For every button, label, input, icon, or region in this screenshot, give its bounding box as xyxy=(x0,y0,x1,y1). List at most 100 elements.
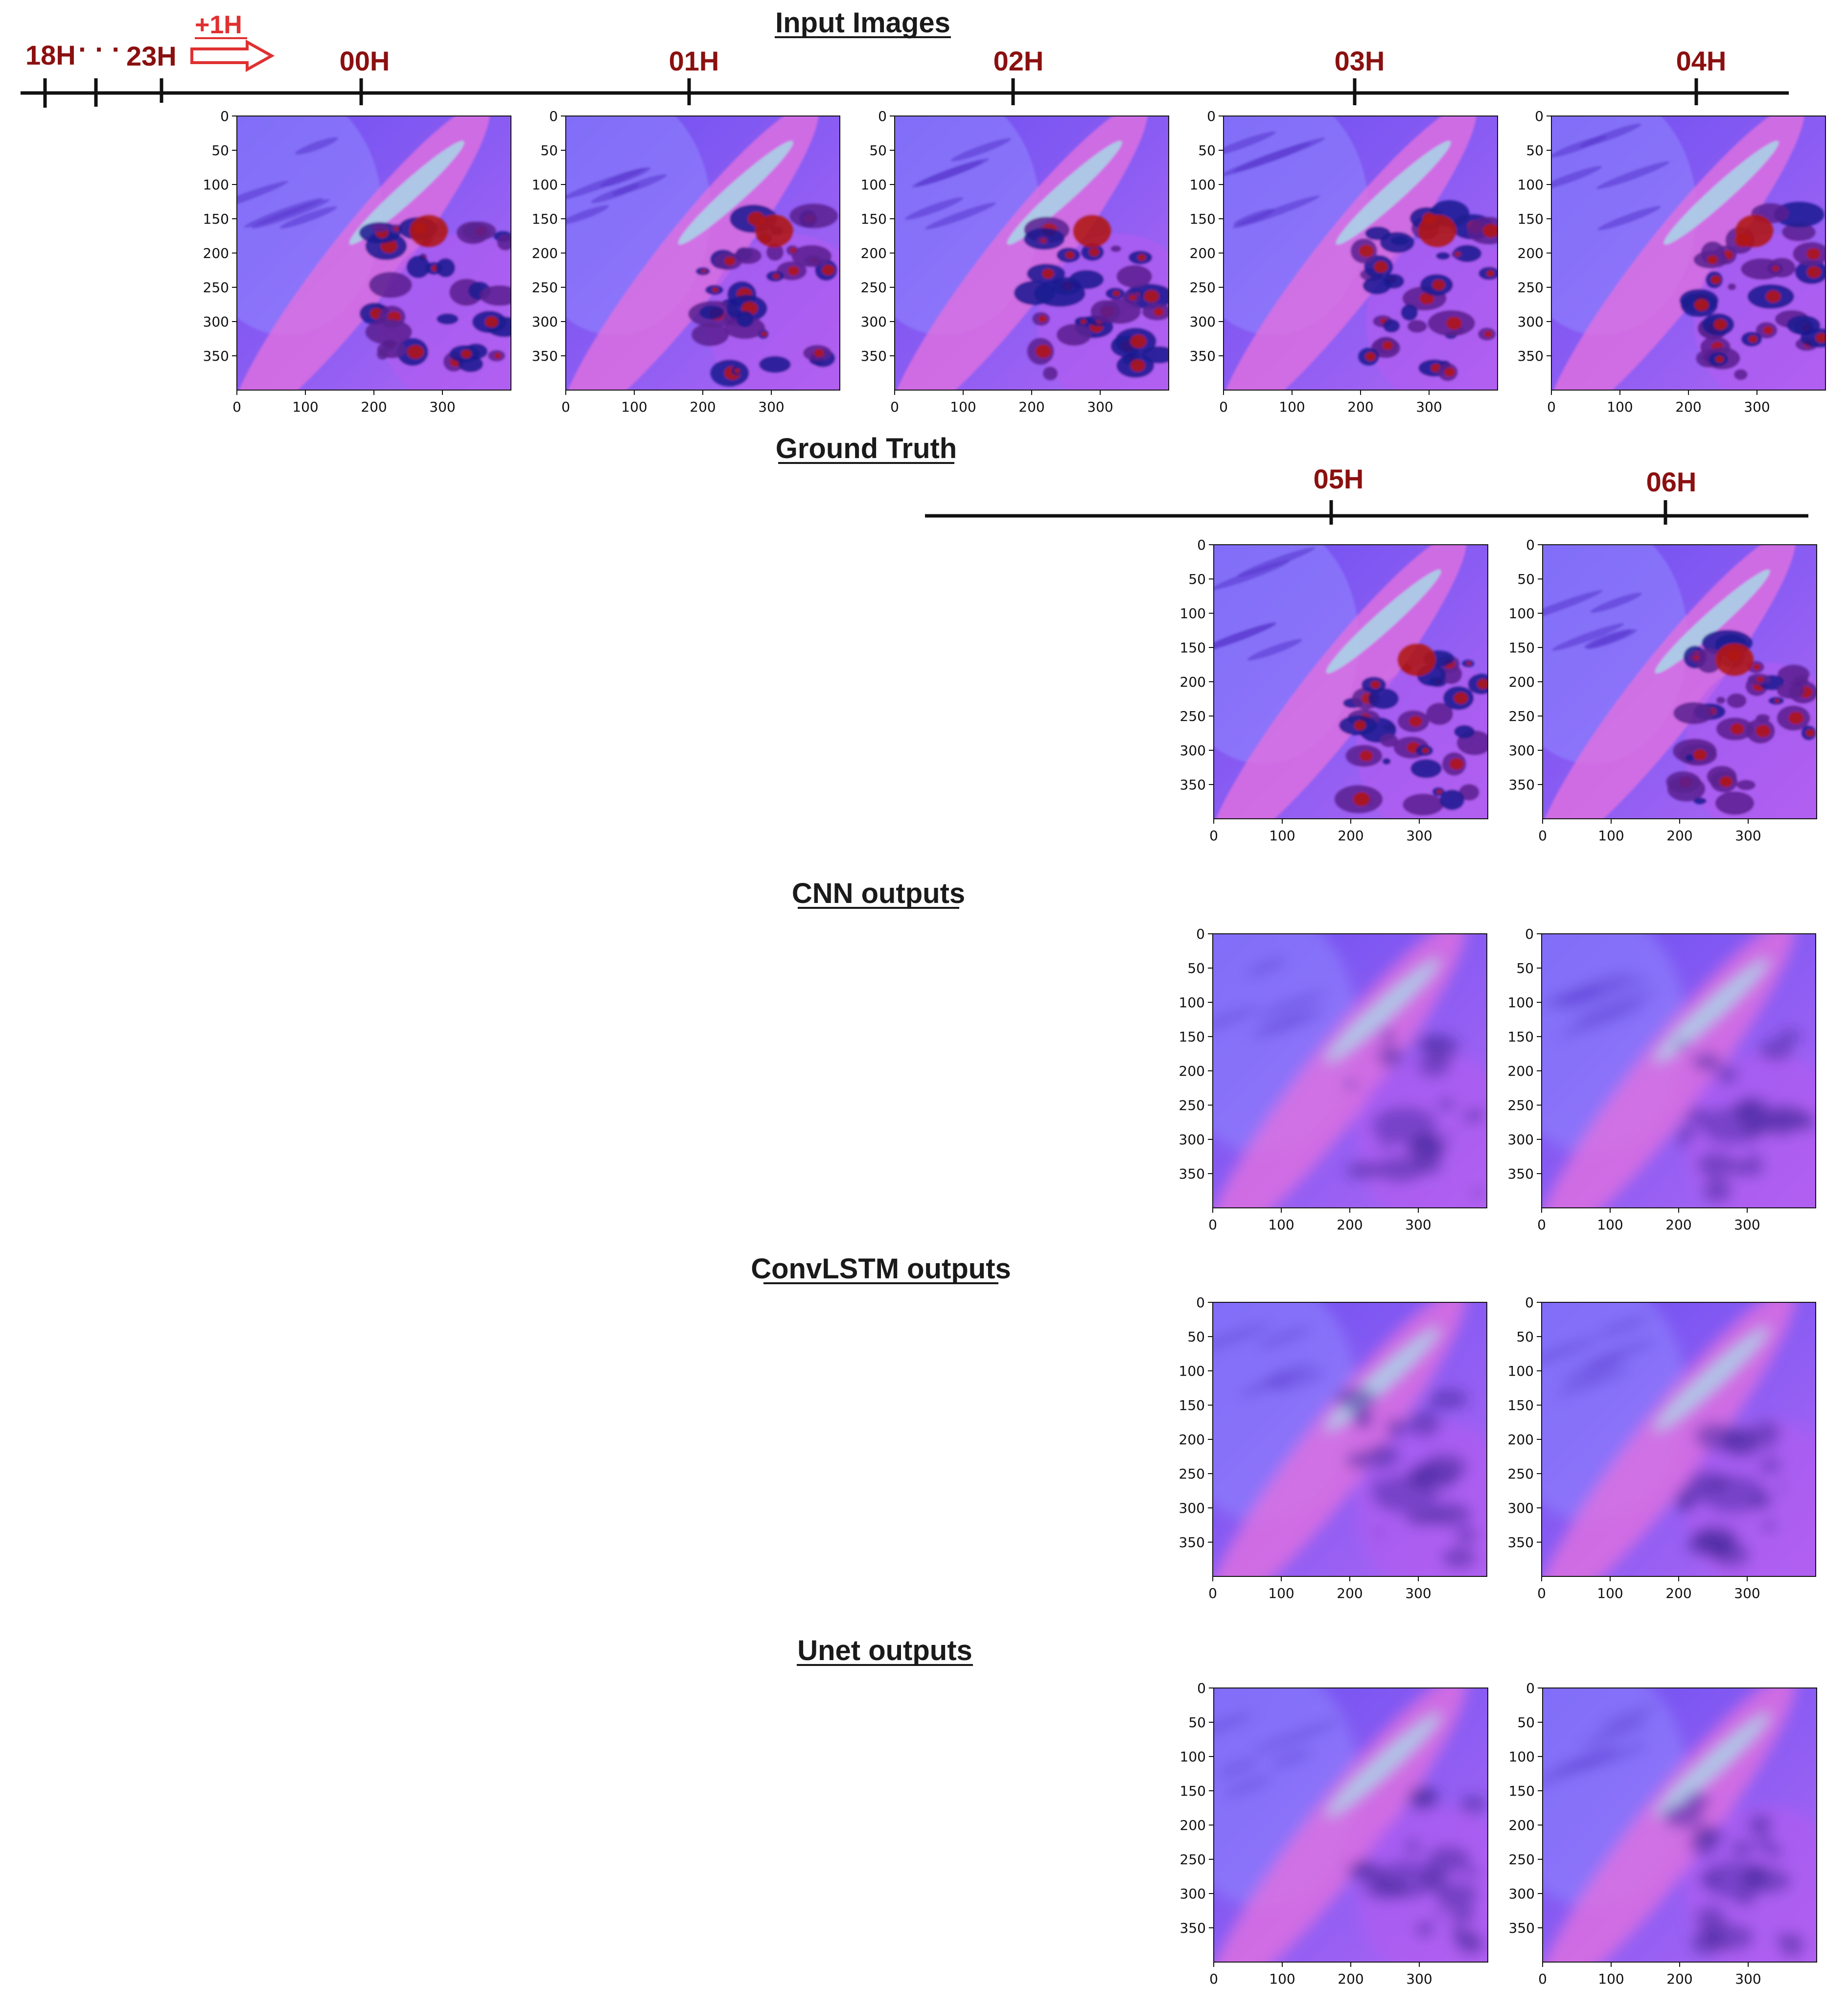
unet-outputs-panel-1-xtick-label: 100 xyxy=(1269,1971,1295,1987)
timeline-label-23h: 23H xyxy=(126,41,177,71)
timeline-dots: · · · xyxy=(78,34,121,65)
cnn-outputs-panel-1-ytick-label: 250 xyxy=(1179,1097,1205,1113)
step-arrow-icon xyxy=(190,39,275,72)
unet-outputs-panel-1-ytick-label: 50 xyxy=(1188,1714,1206,1731)
input-images-time-label-02h: 02H xyxy=(993,46,1044,76)
input-images-panel-5-ytick-label: 150 xyxy=(1518,211,1544,227)
input-images-panel-5-xtick-label: 100 xyxy=(1607,399,1633,415)
input-images-panel-1: 0 50 100 150 200 250 300 350 0 100 200 300 xyxy=(203,108,511,415)
input-images-time-label-04h: 04H xyxy=(1676,46,1727,76)
ground-truth-panel-1-ytick-label: 200 xyxy=(1180,674,1206,690)
convlstm-outputs-panel-2-ytick-label: 300 xyxy=(1508,1500,1534,1516)
input-images-title: Input Images xyxy=(775,7,950,39)
cnn-outputs-panel-2-xtick-label: 100 xyxy=(1597,1217,1623,1233)
ground-truth-panel-1-xtick-label: 100 xyxy=(1269,828,1295,844)
cnn-outputs-panel-2-ytick-label: 350 xyxy=(1508,1166,1534,1182)
unet-outputs-panel-2-ytick-label: 350 xyxy=(1509,1920,1535,1936)
input-images-panel-3-ytick-label: 300 xyxy=(861,314,887,330)
cnn-outputs-panel-1-ytick-label: 0 xyxy=(1196,926,1205,942)
input-images-panel-1-xtick-label: 100 xyxy=(292,399,318,415)
input-images-panel-3-xtick-label: 0 xyxy=(890,399,899,415)
ground-truth-panel-1-ytick-label: 300 xyxy=(1180,742,1206,759)
input-images-panel-5-ytick-label: 0 xyxy=(1535,108,1544,124)
input-images-panel-1-ytick-label: 100 xyxy=(203,177,229,193)
convlstm-outputs-panel-1-ytick-label: 150 xyxy=(1179,1397,1205,1413)
input-images-panel-5-xtick-label: 200 xyxy=(1675,399,1701,415)
input-images-time-label-03h: 03H xyxy=(1335,46,1385,76)
ground-truth-panel-2-ytick-label: 50 xyxy=(1517,571,1535,587)
cnn-outputs-panel-1-xtick-label: 300 xyxy=(1405,1217,1431,1233)
ground-truth-panel-2-ytick-label: 100 xyxy=(1509,605,1535,622)
convlstm-outputs-panel-2-xtick-label: 100 xyxy=(1597,1585,1623,1601)
input-images-panel-3-ytick-label: 100 xyxy=(861,177,887,193)
unet-outputs-panel-2-ytick-label: 0 xyxy=(1526,1680,1535,1696)
unet-outputs-panel-1-ytick-label: 350 xyxy=(1180,1920,1206,1936)
cnn-outputs-panel-1-ytick-label: 350 xyxy=(1179,1166,1205,1182)
cnn-outputs-panel-2-ytick-label: 0 xyxy=(1525,926,1534,942)
cnn-outputs-panel-2-xtick-label: 200 xyxy=(1665,1217,1691,1233)
input-images-panel-3-ytick-label: 150 xyxy=(861,211,887,227)
convlstm-outputs-panel-1-ytick-label: 200 xyxy=(1179,1432,1205,1448)
input-images-panel-5-ytick-label: 200 xyxy=(1518,245,1544,261)
input-images-panel-4-image xyxy=(1224,116,1498,390)
input-images-panel-2-xtick-label: 100 xyxy=(621,399,647,415)
ground-truth-panel-2-ytick-label: 350 xyxy=(1509,777,1535,793)
cnn-outputs-panel-1-ytick-label: 50 xyxy=(1187,960,1205,976)
ground-truth-panel-1-xtick-label: 0 xyxy=(1209,828,1218,844)
convlstm-outputs-panel-2-ytick-label: 100 xyxy=(1508,1363,1534,1379)
unet-outputs-panel-1-ytick-label: 200 xyxy=(1180,1817,1206,1833)
input-images-panel-2-ytick-label: 0 xyxy=(549,108,558,124)
input-images-panel-2-ytick-label: 300 xyxy=(532,314,558,330)
convlstm-outputs-panel-1-xtick-label: 0 xyxy=(1208,1585,1217,1601)
ground-truth-time-label-05h: 05H xyxy=(1314,463,1364,494)
unet-outputs-panel-1: 0 50 100 150 200 250 300 350 0 100 200 300 xyxy=(1180,1680,1488,1987)
unet-outputs-panel-1-xtick-label: 200 xyxy=(1338,1971,1363,1987)
input-images-panel-1-xtick-label: 300 xyxy=(429,399,455,415)
convlstm-outputs-panel-2-ytick-label: 250 xyxy=(1508,1466,1534,1482)
cnn-outputs-panel-2-ytick-label: 250 xyxy=(1508,1097,1534,1113)
ground-truth-panel-1: 0 50 100 150 200 250 300 350 0 100 200 300 xyxy=(1180,537,1488,844)
input-images-panel-1-image xyxy=(237,116,511,390)
input-images-panel-4-ytick-label: 50 xyxy=(1198,142,1216,159)
unet-outputs-panel-2-image xyxy=(1543,1688,1817,1962)
ground-truth-panel-2-ytick-label: 250 xyxy=(1509,708,1535,724)
input-images-panel-5-ytick-label: 250 xyxy=(1518,279,1544,296)
input-images-panel-1-ytick-label: 350 xyxy=(203,348,229,364)
convlstm-outputs-panel-2: 0 50 100 150 200 250 300 350 0 100 200 300 xyxy=(1508,1294,1816,1601)
unet-outputs-panel-1-ytick-label: 300 xyxy=(1180,1886,1206,1902)
unet-outputs-panel-2-xtick-label: 200 xyxy=(1666,1971,1692,1987)
ground-truth-panel-2-xtick-label: 200 xyxy=(1666,828,1692,844)
input-images-panel-2-xtick-label: 300 xyxy=(758,399,784,415)
convlstm-outputs-panel-1-ytick-label: 350 xyxy=(1179,1534,1205,1550)
input-images-panel-5-ytick-label: 300 xyxy=(1518,314,1544,330)
input-images-panel-2-ytick-label: 200 xyxy=(532,245,558,261)
cnn-outputs-panel-2-ytick-label: 300 xyxy=(1508,1132,1534,1148)
unet-outputs-panel-2-xtick-label: 300 xyxy=(1735,1971,1761,1987)
ground-truth-title: Ground Truth xyxy=(776,433,957,464)
ground-truth-panel-1-xtick-label: 300 xyxy=(1406,828,1432,844)
input-images-panel-4-xtick-label: 100 xyxy=(1279,399,1305,415)
convlstm-outputs-panel-1-ytick-label: 0 xyxy=(1196,1294,1205,1311)
input-images-panel-2: 0 50 100 150 200 250 300 350 0 100 200 300 xyxy=(532,108,840,415)
unet-outputs-panel-2-xtick-label: 100 xyxy=(1598,1971,1624,1987)
ground-truth-panel-2-xtick-label: 300 xyxy=(1735,828,1761,844)
input-images-panel-3-xtick-label: 100 xyxy=(950,399,976,415)
input-images-panel-1-ytick-label: 300 xyxy=(203,314,229,330)
cnn-outputs-panel-1-ytick-label: 200 xyxy=(1179,1063,1205,1079)
ground-truth-panel-2-ytick-label: 200 xyxy=(1509,674,1535,690)
ground-truth-panel-1-ytick-label: 250 xyxy=(1180,708,1206,724)
cnn-outputs-panel-1-ytick-label: 100 xyxy=(1179,994,1205,1011)
ground-truth-panel-1-ytick-label: 50 xyxy=(1188,571,1206,587)
unet-outputs-panel-2: 0 50 100 150 200 250 300 350 0 100 200 300 xyxy=(1509,1680,1817,1987)
timeline-label-18h: 18H xyxy=(25,40,76,70)
input-images-panel-3-ytick-label: 0 xyxy=(878,108,887,124)
unet-outputs-panel-1-xtick-label: 0 xyxy=(1209,1971,1218,1987)
convlstm-outputs-panel-1-ytick-label: 100 xyxy=(1179,1363,1205,1379)
input-images-panel-1-ytick-label: 200 xyxy=(203,245,229,261)
input-images-panel-4-ytick-label: 250 xyxy=(1190,279,1216,296)
input-images-panel-2-image xyxy=(566,116,840,390)
convlstm-outputs-panel-2-ytick-label: 50 xyxy=(1516,1329,1534,1345)
convlstm-outputs-panel-1-image xyxy=(1213,1302,1487,1576)
input-images-panel-4-ytick-label: 200 xyxy=(1190,245,1216,261)
convlstm-outputs-panel-1-ytick-label: 300 xyxy=(1179,1500,1205,1516)
